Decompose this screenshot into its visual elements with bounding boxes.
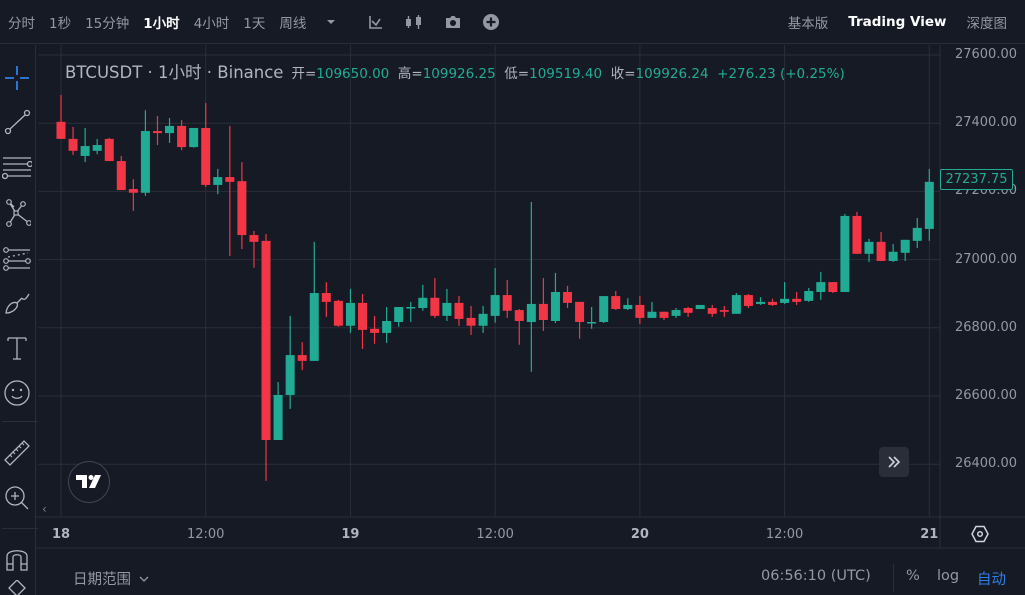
interval: 1小时 [158,63,202,82]
chevron-down-icon [139,576,149,582]
chart-settings-button[interactable] [970,524,990,548]
trend-line-icon[interactable] [0,108,34,138]
fib-lines-icon[interactable] [0,153,34,183]
open-value: 109650.00 [316,66,390,82]
auto-scale-toggle[interactable]: 自动 [977,572,1006,588]
camera-icon[interactable] [444,14,462,30]
scroll-to-realtime-button[interactable] [879,447,909,477]
pattern-icon[interactable] [0,198,34,228]
date-range-label: 日期范围 [73,572,131,588]
text-icon[interactable] [0,333,34,363]
change-value: +276.23 (+0.25%) [717,66,845,82]
timeframe-4[interactable]: 4小时 [193,15,230,32]
drawing-toolbar [0,45,38,595]
gann-icon[interactable] [0,243,34,273]
timeframe-0[interactable]: 分时 [8,15,35,32]
dropdown-caret-icon[interactable] [326,19,336,25]
double-chevron-right-icon [888,456,901,468]
crosshair-icon[interactable] [0,63,34,93]
price-tick: 26800.00 [954,319,1017,335]
zoom-in-icon[interactable] [0,483,34,513]
indicators-icon[interactable] [368,14,384,30]
toolbar-divider [2,421,38,422]
time-tick: 20 [630,527,649,542]
low-value: 109519.40 [529,66,603,82]
high-label: 高= [397,66,423,82]
add-icon[interactable] [482,13,500,31]
collapse-toolbar-icon[interactable]: ‹ [42,502,47,516]
settings-icon [971,525,989,543]
close-value: 109926.24 [635,66,709,82]
chart-legend: BTCUSDT · 1小时 · Binance 开=109650.00 高=10… [65,59,845,83]
candlestick-chart[interactable] [0,0,1025,560]
brush-icon[interactable] [0,288,34,318]
price-tick: 27400.00 [954,115,1017,131]
ruler-icon[interactable] [0,438,34,468]
time-tick: 18 [51,527,71,542]
percent-scale-toggle[interactable]: % [906,568,920,584]
price-tick: 26400.00 [954,456,1017,472]
timeframe-5[interactable]: 1天 [243,15,266,32]
divider [893,564,894,592]
last-price-tag: 27237.75 [940,169,1013,190]
price-tick: 26600.00 [954,388,1017,403]
candle-style-icon[interactable] [404,14,424,30]
tradingview-logo[interactable] [68,461,110,503]
price-tick: 27600.00 [954,47,1017,62]
view-tab-0[interactable]: 基本版 [787,16,829,32]
bottom-bar: 日期范围 06:56:10 (UTC) % log 自动 [36,560,1025,595]
open-label: 开= [291,66,317,82]
high-value: 109926.25 [422,66,496,82]
tv-logo-icon [76,475,101,488]
ohlc-values: 开=109650.00 高=109926.25 低=109519.40 收=10… [291,62,844,82]
timeframe-6[interactable]: 周线 [279,15,307,32]
timeframe-selector: 分时 1秒 15分钟 1小时 4小时 1天 周线 [0,12,312,32]
time-tick: 19 [341,527,360,542]
magnet-icon[interactable] [0,543,34,573]
time-tick: 12:00 [765,527,804,542]
toolbar-divider [2,528,38,529]
timeframe-1[interactable]: 1秒 [49,15,72,32]
view-tab-2[interactable]: 深度图 [966,16,1008,32]
log-scale-toggle[interactable]: log [937,568,960,584]
close-label: 收= [610,66,636,82]
top-toolbar: 分时 1秒 15分钟 1小时 4小时 1天 周线 基本版 Trading View 深度图 [0,0,1025,44]
timeframe-3[interactable]: 1小时 [143,15,180,32]
symbol: BTCUSDT [65,63,143,82]
emoji-icon[interactable] [0,378,34,408]
view-switcher: 基本版 Trading View 深度图 [788,0,1007,44]
price-tick: 27000.00 [954,251,1017,267]
exchange: Binance [217,63,284,82]
view-tab-1[interactable]: Trading View [848,14,947,30]
date-range-dropdown[interactable]: 日期范围 [73,568,149,589]
utc-clock[interactable]: 06:56:10 (UTC) [761,568,871,584]
low-label: 低= [504,66,530,82]
lock-icon[interactable] [0,580,34,595]
time-tick: 21 [920,527,939,542]
time-tick: 12:00 [476,527,514,542]
symbol-title[interactable]: BTCUSDT · 1小时 · Binance [65,63,284,82]
timeframe-2[interactable]: 15分钟 [85,15,130,32]
time-tick: 12:00 [186,527,225,542]
